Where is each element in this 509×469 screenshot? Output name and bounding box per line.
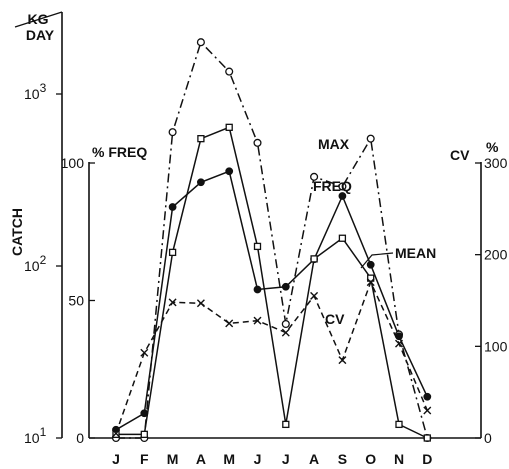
cv-tick-label-200: 200 bbox=[484, 247, 508, 263]
point-max-9 bbox=[366, 134, 375, 143]
point-freq-1 bbox=[140, 409, 149, 418]
freq-tick-label-50: 50 bbox=[68, 293, 84, 309]
series-labels: MAX FREQ MEAN CV bbox=[313, 136, 436, 327]
point-cv-8 bbox=[338, 356, 347, 365]
point-freq-8 bbox=[338, 192, 347, 200]
point-cv-0 bbox=[112, 429, 120, 438]
point-max-2 bbox=[168, 128, 177, 137]
point-mean-6 bbox=[282, 420, 290, 429]
point-mean-7 bbox=[310, 255, 318, 263]
series-line-cv bbox=[115, 280, 428, 434]
x-tick-label-4: M bbox=[223, 451, 235, 467]
point-freq-9 bbox=[366, 260, 375, 269]
cv-tick-label-0: 0 bbox=[484, 430, 492, 446]
point-cv-5 bbox=[253, 316, 262, 325]
point-cv-6 bbox=[281, 328, 290, 337]
point-max-5 bbox=[253, 138, 262, 147]
point-cv-7 bbox=[310, 291, 319, 300]
freq-tick-label-100: 100 bbox=[61, 155, 85, 171]
x-tick-label-10: N bbox=[394, 451, 404, 467]
point-freq-4 bbox=[225, 167, 234, 176]
cv-tick-label-100: 100 bbox=[484, 338, 508, 354]
series-label-freq: FREQ bbox=[313, 178, 352, 194]
point-max-6 bbox=[281, 319, 290, 329]
series-line-freq bbox=[115, 170, 428, 431]
point-mean-9 bbox=[367, 274, 375, 282]
series-lines bbox=[115, 40, 429, 439]
point-mean-11 bbox=[423, 434, 431, 442]
point-mean-3 bbox=[197, 135, 205, 143]
point-freq-11 bbox=[423, 392, 432, 401]
freq-axis-title: % FREQ bbox=[92, 144, 147, 160]
point-max-3 bbox=[196, 38, 205, 47]
point-mean-1 bbox=[140, 430, 148, 439]
series-label-cv: CV bbox=[325, 311, 345, 327]
point-cv-9 bbox=[366, 278, 375, 287]
unit-label-bottom: DAY bbox=[26, 27, 55, 43]
x-tick-label-9: O bbox=[365, 451, 376, 467]
point-cv-3 bbox=[196, 299, 205, 308]
cv-axis-unit: % bbox=[486, 139, 499, 155]
catch-tick-label-100: 102 bbox=[24, 253, 47, 274]
mean-label-leader bbox=[360, 252, 394, 269]
x-tick-label-7: A bbox=[309, 451, 319, 467]
x-tick-label-6: J bbox=[282, 451, 290, 467]
point-freq-5 bbox=[253, 285, 262, 294]
catch-axis-title: CATCH bbox=[9, 208, 25, 256]
series-line-max bbox=[116, 40, 429, 439]
x-tick-label-8: S bbox=[338, 451, 347, 467]
point-max-7 bbox=[310, 172, 319, 181]
series-markers bbox=[111, 38, 432, 443]
x-tick-label-2: M bbox=[167, 451, 179, 467]
point-freq-3 bbox=[197, 178, 205, 187]
point-cv-4 bbox=[225, 319, 234, 328]
point-freq-2 bbox=[168, 203, 177, 211]
point-mean-4 bbox=[225, 123, 233, 131]
cv-tick-label-300: 300 bbox=[484, 155, 508, 171]
point-cv-10 bbox=[395, 339, 403, 348]
x-tick-label-1: F bbox=[140, 451, 149, 467]
catch-tick-label-1000: 103 bbox=[24, 81, 47, 102]
series-label-mean: MEAN bbox=[395, 245, 436, 261]
point-freq-6 bbox=[281, 282, 290, 291]
series-line-mean bbox=[116, 126, 428, 439]
point-mean-5 bbox=[253, 242, 262, 251]
point-cv-1 bbox=[140, 348, 149, 357]
series-label-max: MAX bbox=[318, 136, 350, 152]
point-freq-10 bbox=[395, 332, 403, 341]
point-cv-11 bbox=[423, 406, 432, 415]
point-cv-2 bbox=[168, 298, 177, 307]
cv-axis-title: CV bbox=[450, 147, 470, 163]
freq-tick-label-0: 0 bbox=[76, 430, 84, 446]
point-mean-8 bbox=[338, 234, 347, 242]
point-max-4 bbox=[225, 67, 234, 76]
x-tick-label-5: J bbox=[254, 451, 262, 467]
axis-ticks: 101 102 103 0 50 100 0 100 200 300 bbox=[24, 81, 508, 446]
x-tick-label-11: D bbox=[422, 451, 432, 467]
point-mean-2 bbox=[168, 248, 177, 257]
point-max-8 bbox=[338, 182, 347, 191]
point-mean-10 bbox=[395, 420, 403, 429]
unit-fraction-bar bbox=[14, 11, 63, 28]
x-tick-label-0: J bbox=[112, 451, 120, 467]
x-tick-label-3: A bbox=[196, 451, 206, 467]
catch-tick-label-10: 101 bbox=[24, 425, 47, 446]
